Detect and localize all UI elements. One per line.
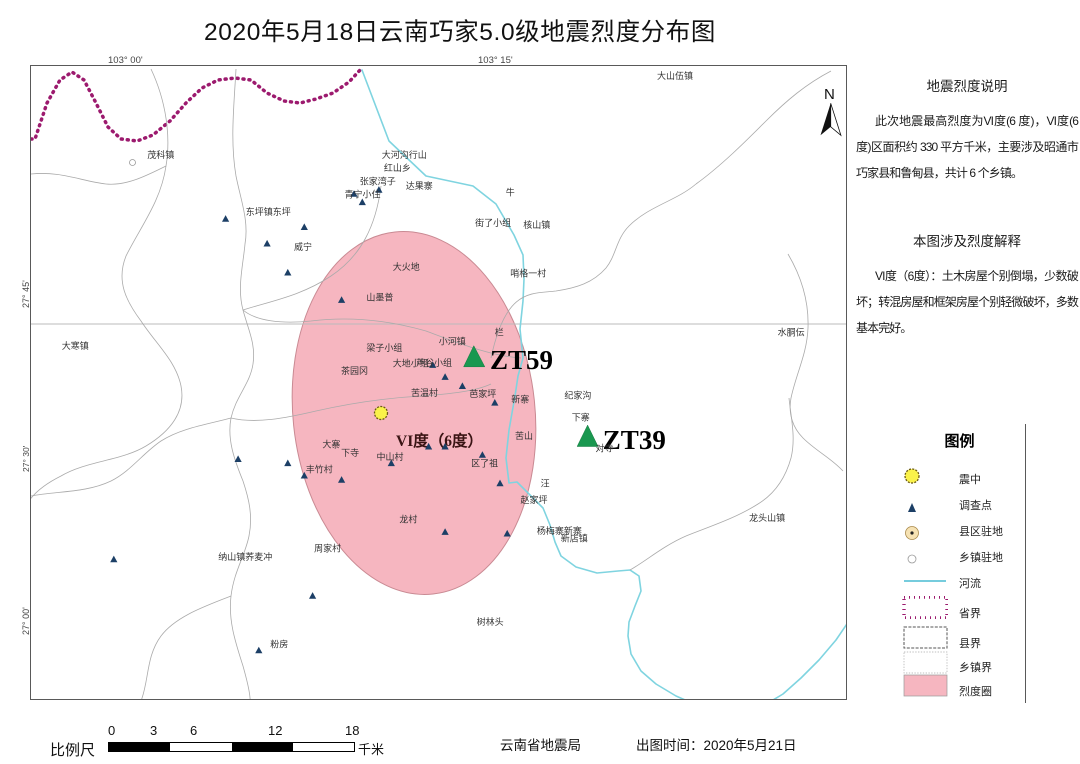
svg-text:赵家坪: 赵家坪	[521, 494, 548, 505]
svg-text:威宁: 威宁	[294, 241, 312, 252]
svg-text:小河镇: 小河镇	[439, 335, 466, 346]
svg-text:芦谷小组: 芦谷小组	[416, 357, 452, 368]
svg-text:山墨普: 山墨普	[366, 292, 393, 303]
svg-text:青宁小住: 青宁小住	[345, 189, 381, 200]
svg-text:哨格一村: 哨格一村	[510, 268, 546, 279]
svg-text:茶园冈: 茶园冈	[341, 365, 368, 376]
svg-text:大河沟行山: 大河沟行山	[382, 149, 427, 160]
svg-text:下寨: 下寨	[572, 412, 590, 423]
svg-text:达果寨: 达果寨	[406, 180, 433, 191]
svg-text:牛: 牛	[506, 186, 515, 197]
svg-text:大火地: 大火地	[393, 261, 420, 272]
svg-text:梁子小组: 梁子小组	[366, 342, 402, 353]
svg-text:周家村: 周家村	[314, 543, 341, 554]
svg-text:下寺: 下寺	[341, 448, 359, 458]
svg-text:核山镇: 核山镇	[523, 219, 550, 230]
svg-text:对寺: 对寺	[596, 443, 614, 454]
svg-text:N: N	[824, 86, 835, 103]
svg-text:栏: 栏	[495, 327, 504, 338]
svg-text:树林头: 树林头	[477, 616, 504, 627]
svg-text:中山村: 中山村	[377, 451, 404, 462]
svg-text:红山乡: 红山乡	[384, 162, 411, 173]
svg-text:苦温村: 苦温村	[411, 387, 438, 398]
svg-text:芭家坪: 芭家坪	[469, 388, 496, 399]
svg-text:纳山镇荞麦冲: 纳山镇荞麦冲	[218, 551, 272, 562]
svg-text:大寨: 大寨	[322, 439, 340, 450]
svg-text:大寒镇: 大寒镇	[62, 340, 89, 351]
svg-text:新店镇: 新店镇	[561, 532, 588, 543]
svg-text:东坪镇东坪: 东坪镇东坪	[246, 206, 291, 217]
svg-text:新寨: 新寨	[511, 393, 529, 404]
svg-text:ZT59: ZT59	[490, 345, 553, 375]
svg-text:丰竹村: 丰竹村	[306, 464, 333, 475]
svg-text:张家湾子: 张家湾子	[360, 175, 396, 186]
svg-text:大山伍镇: 大山伍镇	[657, 70, 693, 81]
svg-text:区了祖: 区了祖	[471, 457, 498, 468]
svg-text:街了小组: 街了小组	[475, 217, 511, 228]
svg-text:VI度（6度）: VI度（6度）	[396, 431, 483, 450]
svg-text:汪: 汪	[541, 479, 550, 489]
svg-text:龙村: 龙村	[399, 514, 417, 525]
svg-text:苦山: 苦山	[515, 430, 533, 441]
svg-text:纪家沟: 纪家沟	[564, 390, 591, 401]
svg-text:水胴伝: 水胴伝	[778, 327, 805, 338]
svg-text:粉房: 粉房	[270, 638, 288, 649]
svg-text:龙头山镇: 龙头山镇	[749, 512, 785, 523]
svg-text:茂科镇: 茂科镇	[147, 149, 174, 160]
